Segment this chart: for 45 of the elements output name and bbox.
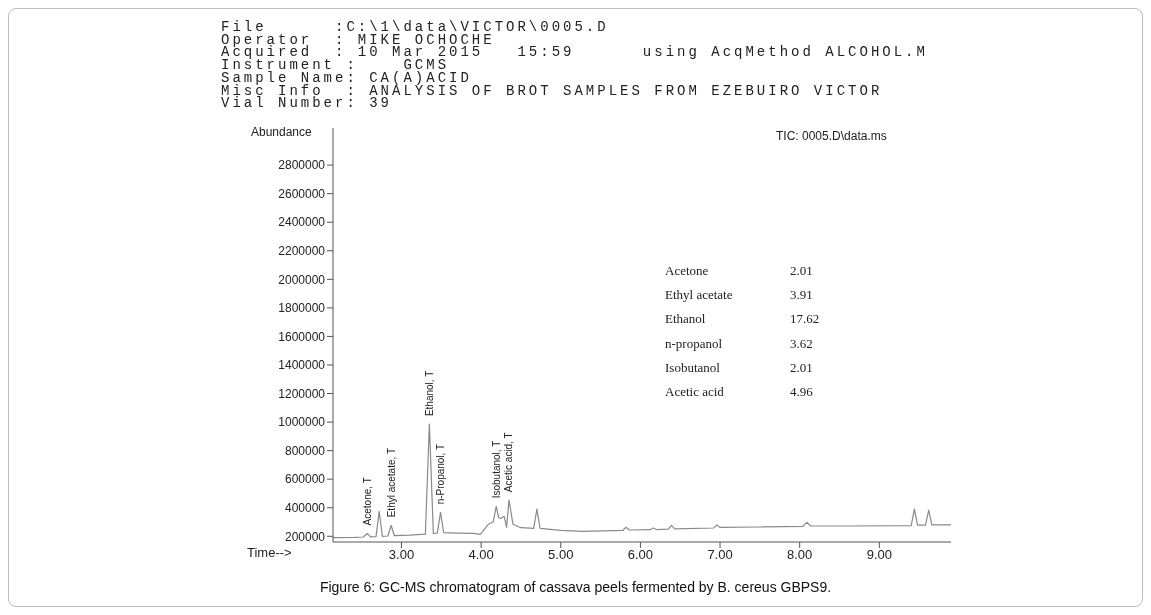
x-axis-title: Time--> bbox=[247, 545, 292, 560]
y-tick-label: 400000 bbox=[284, 501, 326, 515]
y-tick-label: 1400000 bbox=[278, 358, 326, 373]
annotation: Acetic acid bbox=[665, 384, 724, 400]
annotation: TIC: 0005.D\data.ms bbox=[776, 129, 887, 143]
y-tick-label: 2600000 bbox=[278, 186, 326, 201]
x-tick-label: 5.00 bbox=[548, 547, 574, 563]
y-tick-label: 2800000 bbox=[278, 158, 326, 173]
x-tick-label: 9.00 bbox=[866, 547, 892, 563]
annotation: n-propanol bbox=[665, 335, 723, 352]
y-axis-title: Abundance bbox=[251, 125, 312, 139]
annotation: Acetone, T bbox=[361, 477, 373, 526]
annotation: Acetone bbox=[665, 263, 709, 279]
x-tick-label: 7.00 bbox=[707, 547, 733, 563]
y-tick-label: 2000000 bbox=[278, 272, 326, 287]
annotation: Isobutanol, T bbox=[490, 440, 502, 499]
annotation: 2.01 bbox=[790, 263, 813, 279]
y-tick-label: 2400000 bbox=[278, 215, 326, 230]
header: File :C:\1\data\VICTOR\0005.D Operator : MIKE OCHOCHE Acquired : 10 Mar 2015 15:59 using AcqMethod ALCOHOL.M Instrument : GCMS Sample Name: CA(A)ACID Misc Info : ANALYSIS OF BROT SAMPLES FROM EZEBUIRO VICTOR Vial Number: 39 bbox=[221, 21, 928, 110]
annotation: Isobutanol bbox=[665, 359, 720, 376]
annotation: 3.91 bbox=[790, 287, 813, 304]
y-tick-label: 1000000 bbox=[278, 415, 326, 430]
y-tick-label: 1200000 bbox=[278, 386, 326, 401]
y-tick-label: 800000 bbox=[284, 443, 326, 458]
y-tick-label: 200000 bbox=[284, 529, 326, 544]
x-tick-label: 3.00 bbox=[388, 547, 415, 563]
annotation: Ethyl acetate bbox=[665, 287, 733, 304]
annotation: n-Propanol, T bbox=[435, 443, 447, 505]
x-tick-label: 6.00 bbox=[627, 547, 654, 563]
annotation: Acetic acid, T bbox=[503, 432, 515, 493]
caption: Figure 6: GC-MS chromatogram of cassava peels fermented by B. cereus GBPS9. bbox=[318, 579, 833, 595]
y-tick-label: 2200000 bbox=[278, 244, 326, 259]
y-tick-label: 1600000 bbox=[278, 329, 326, 344]
annotation: Ethanol bbox=[665, 311, 706, 328]
annotation: 4.96 bbox=[790, 384, 813, 400]
annotation: 3.62 bbox=[790, 335, 813, 352]
line-series bbox=[333, 423, 951, 539]
annotation: 2.01 bbox=[790, 359, 813, 376]
y-tick-label: 1800000 bbox=[278, 301, 326, 316]
y-tick-label: 600000 bbox=[284, 472, 326, 487]
annotation: Ethanol, T bbox=[423, 370, 435, 417]
x-tick-label: 4.00 bbox=[468, 547, 494, 563]
x-tick-label: 8.00 bbox=[787, 547, 813, 563]
annotation: 17.62 bbox=[790, 311, 820, 328]
annotation: Ethyl acetate, T bbox=[385, 448, 397, 518]
